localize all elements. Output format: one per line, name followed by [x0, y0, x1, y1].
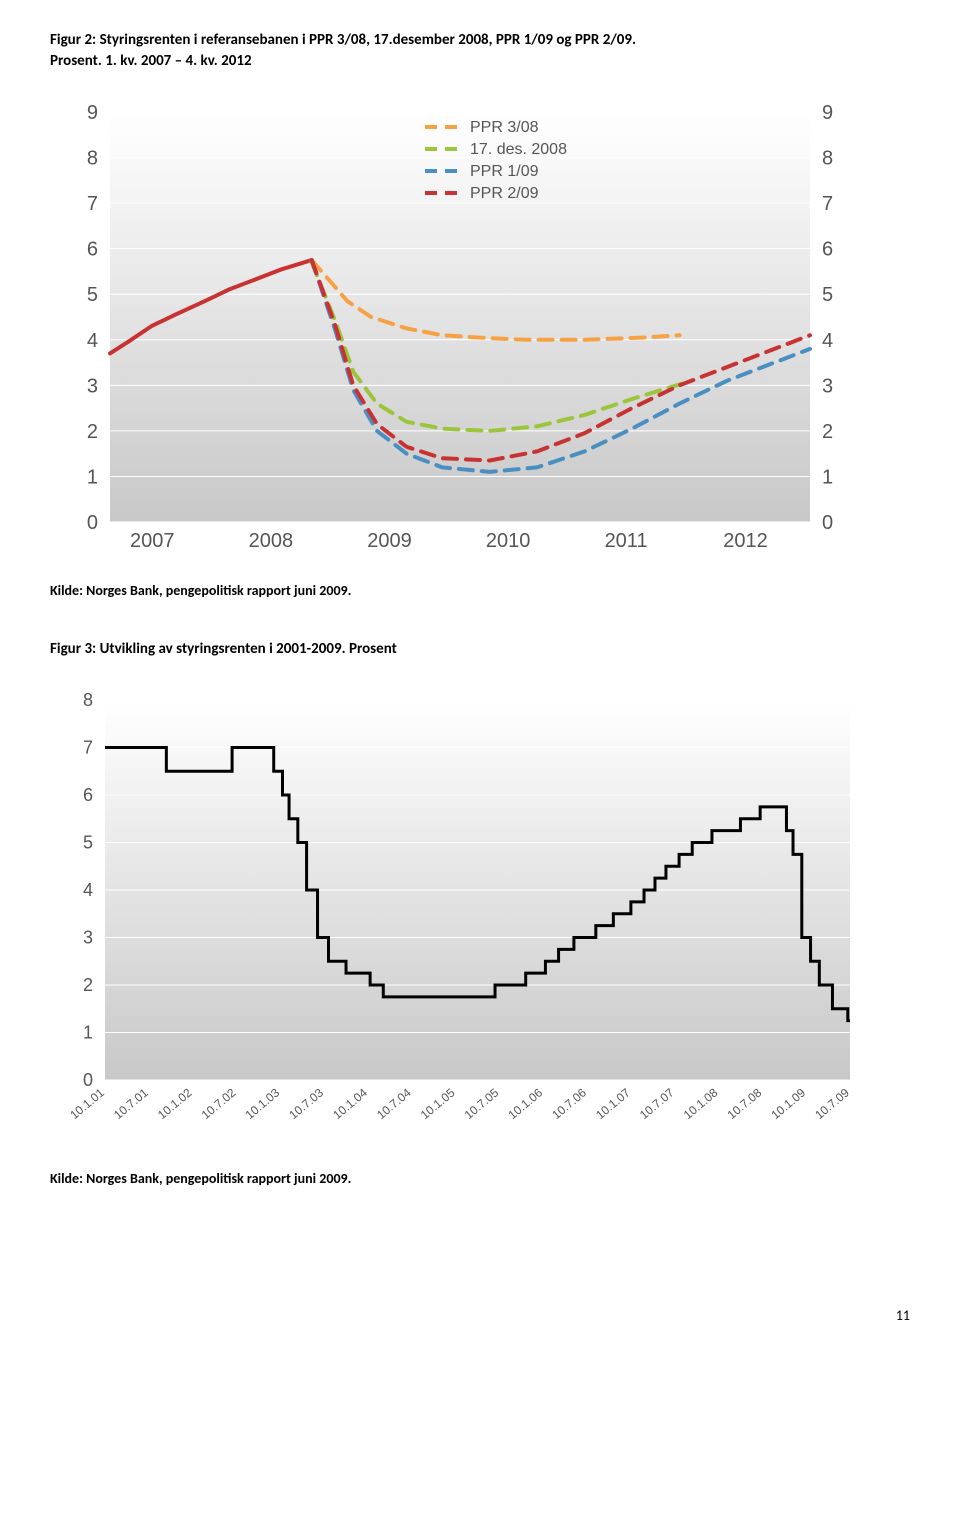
svg-text:10.7.06: 10.7.06 — [549, 1085, 589, 1122]
svg-text:10.1.07: 10.1.07 — [593, 1085, 633, 1122]
svg-text:6: 6 — [822, 239, 833, 261]
svg-text:PPR 2/09: PPR 2/09 — [470, 185, 539, 202]
svg-text:10.1.09: 10.1.09 — [768, 1085, 808, 1122]
svg-text:5: 5 — [822, 284, 833, 306]
svg-text:10.7.01: 10.7.01 — [111, 1085, 151, 1122]
svg-text:4: 4 — [822, 330, 833, 352]
svg-text:10.7.02: 10.7.02 — [199, 1085, 239, 1122]
svg-text:9: 9 — [87, 102, 98, 124]
figure2-chart: 01234567810.1.0110.7.0110.1.0210.7.0210.… — [50, 680, 910, 1150]
svg-text:2011: 2011 — [605, 530, 648, 552]
svg-text:0: 0 — [87, 512, 98, 534]
svg-text:3: 3 — [822, 375, 833, 397]
svg-text:10.7.04: 10.7.04 — [374, 1085, 414, 1122]
svg-text:7: 7 — [83, 738, 93, 758]
svg-text:10.1.05: 10.1.05 — [418, 1085, 458, 1122]
svg-text:1: 1 — [822, 466, 833, 488]
svg-text:0: 0 — [822, 512, 833, 534]
svg-text:5: 5 — [83, 833, 93, 853]
svg-text:3: 3 — [83, 928, 93, 948]
figure1-source: Kilde: Norges Bank, pengepolitisk rappor… — [50, 582, 910, 599]
svg-text:8: 8 — [83, 690, 93, 710]
svg-text:0: 0 — [83, 1070, 93, 1090]
svg-text:PPR 3/08: PPR 3/08 — [470, 119, 539, 136]
svg-text:3: 3 — [87, 375, 98, 397]
page-number: 11 — [50, 1307, 910, 1324]
svg-text:2007: 2007 — [130, 530, 175, 552]
svg-text:4: 4 — [87, 330, 98, 352]
figure2-source: Kilde: Norges Bank, pengepolitisk rappor… — [50, 1170, 910, 1187]
svg-text:1: 1 — [83, 1023, 93, 1043]
figure1-title-line2: Prosent. 1. kv. 2007 – 4. kv. 2012 — [50, 51, 910, 72]
figure1-title-line1: Figur 2: Styringsrenten i referansebanen… — [50, 30, 910, 51]
svg-text:5: 5 — [87, 284, 98, 306]
svg-text:10.1.06: 10.1.06 — [505, 1085, 545, 1122]
figure1-chart: 0 0 1 1 2 2 3 3 4 4 5 5 6 6 7 7 8 8 9 9 2007 2008 2009 2010 2011… — [50, 92, 910, 562]
svg-text:4: 4 — [83, 880, 93, 900]
svg-text:10.7.07: 10.7.07 — [637, 1085, 677, 1122]
svg-text:10.7.05: 10.7.05 — [462, 1085, 502, 1122]
svg-text:10.1.04: 10.1.04 — [330, 1085, 370, 1122]
svg-text:2: 2 — [83, 975, 93, 995]
svg-text:7: 7 — [822, 193, 833, 215]
svg-text:8: 8 — [87, 148, 98, 170]
svg-text:10.1.03: 10.1.03 — [243, 1085, 283, 1122]
svg-text:PPR 1/09: PPR 1/09 — [470, 163, 539, 180]
svg-text:10.7.03: 10.7.03 — [286, 1085, 326, 1122]
svg-text:6: 6 — [83, 785, 93, 805]
svg-text:17. des. 2008: 17. des. 2008 — [470, 141, 567, 158]
svg-text:10.1.01: 10.1.01 — [67, 1085, 107, 1122]
svg-text:6: 6 — [87, 239, 98, 261]
svg-text:2012: 2012 — [723, 530, 768, 552]
svg-text:2: 2 — [87, 421, 98, 443]
figure2-title: Figur 3: Utvikling av styringsrenten i 2… — [50, 639, 910, 660]
svg-text:1: 1 — [87, 466, 98, 488]
svg-text:10.1.02: 10.1.02 — [155, 1085, 195, 1122]
svg-text:7: 7 — [87, 193, 98, 215]
svg-text:2008: 2008 — [249, 530, 294, 552]
svg-text:9: 9 — [822, 102, 833, 124]
svg-text:2009: 2009 — [367, 530, 412, 552]
svg-text:8: 8 — [822, 148, 833, 170]
figure1-title: Figur 2: Styringsrenten i referansebanen… — [50, 30, 910, 72]
svg-text:2: 2 — [822, 421, 833, 443]
svg-text:10.7.08: 10.7.08 — [725, 1085, 765, 1122]
svg-text:10.7.09: 10.7.09 — [812, 1085, 852, 1122]
svg-text:10.1.08: 10.1.08 — [681, 1085, 721, 1122]
svg-text:2010: 2010 — [486, 530, 531, 552]
